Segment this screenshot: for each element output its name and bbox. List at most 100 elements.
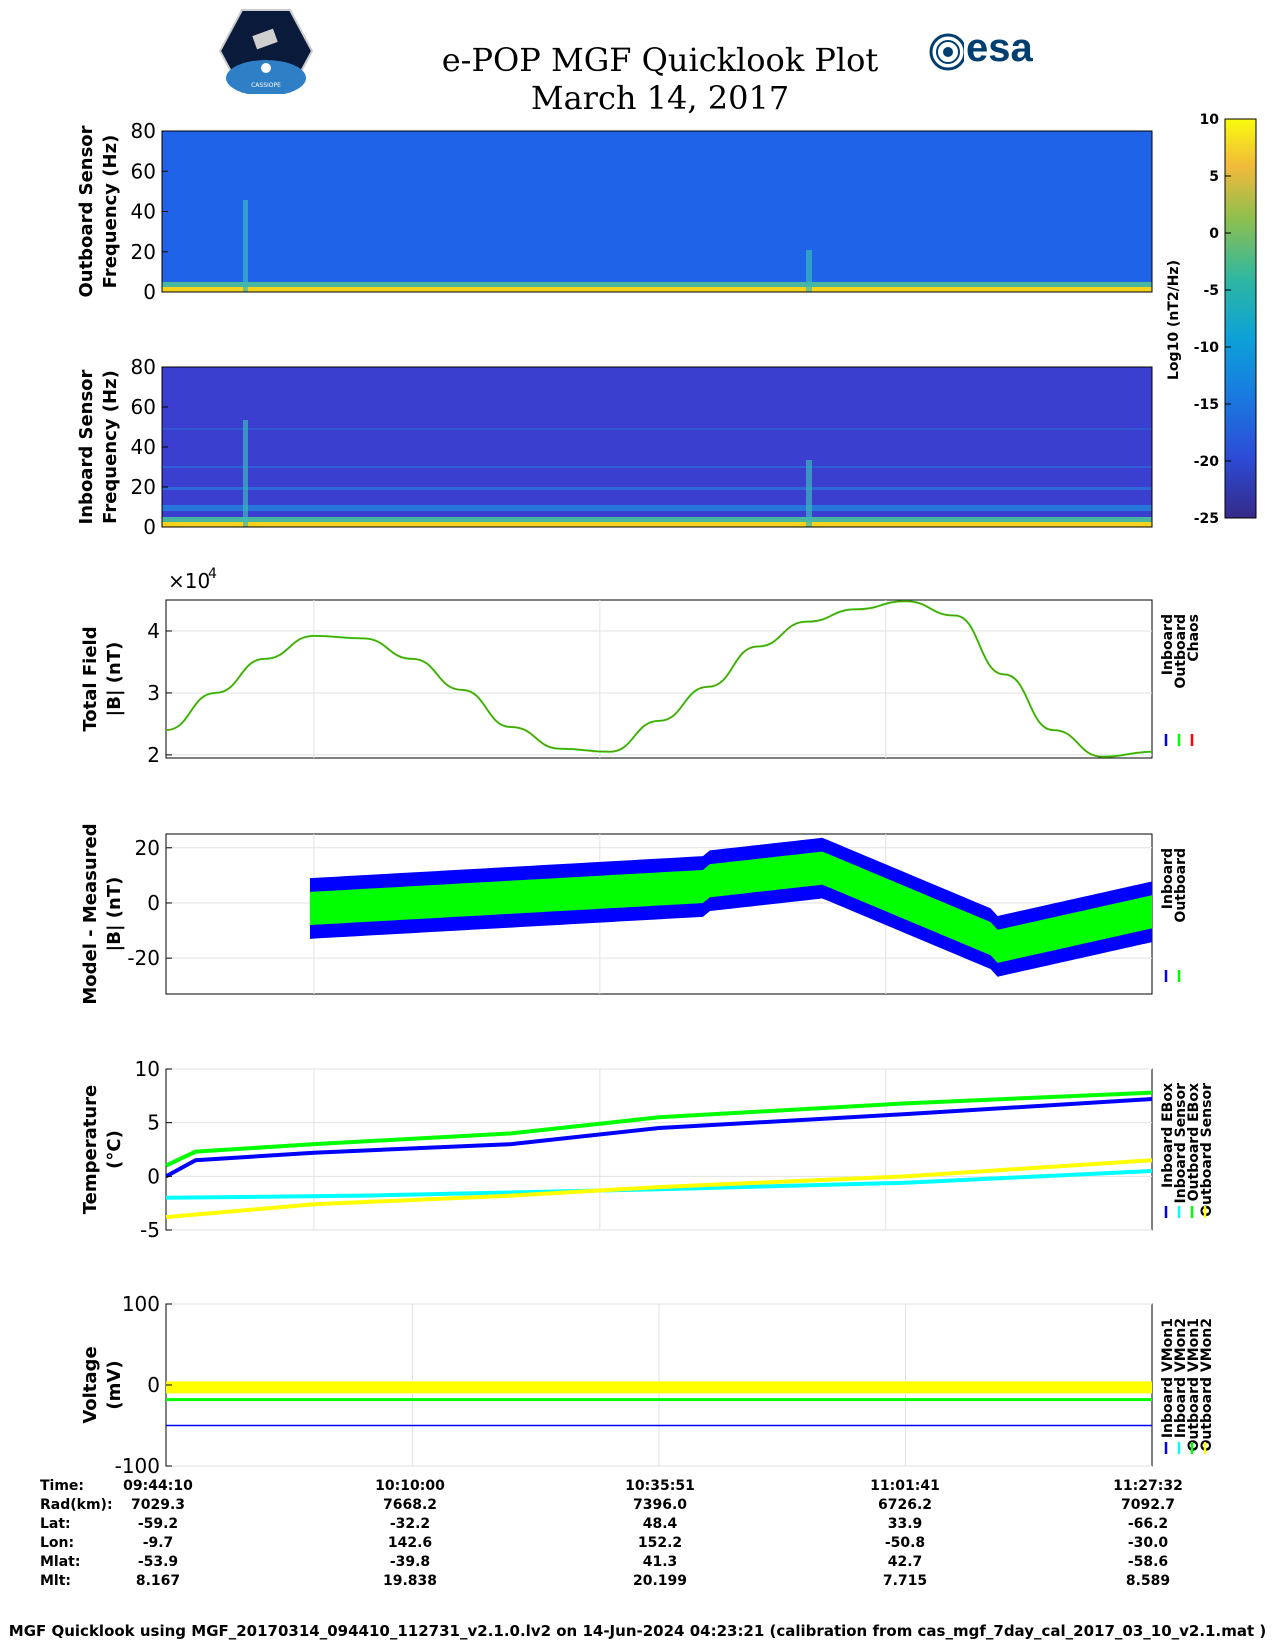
ephemeris-label: Mlat: bbox=[40, 1554, 81, 1570]
cassiope-logo: CASSIOPE bbox=[218, 8, 314, 96]
spectrogram-inboard-band-3 bbox=[162, 466, 1152, 468]
outboard-yticks: 0 20 40 60 80 bbox=[131, 119, 168, 304]
ytick-label: 80 bbox=[131, 355, 156, 379]
ephemeris-value: 7.715 bbox=[882, 1573, 928, 1589]
ytick-label: 20 bbox=[131, 240, 156, 264]
colorbar bbox=[1224, 118, 1257, 519]
ephemeris-value: 42.7 bbox=[887, 1554, 923, 1570]
ylabel-text: |B| (nT) bbox=[104, 642, 125, 717]
spectrogram-outboard-dc-band bbox=[162, 287, 1152, 292]
ytick-label: 10 bbox=[135, 1057, 160, 1081]
spectrogram-inboard-band-2 bbox=[162, 487, 1152, 490]
esa-logo-text: esa bbox=[966, 26, 1033, 70]
colorbar-label-text: Log10 (nT2/Hz) bbox=[1166, 260, 1182, 380]
ephemeris-value: -50.8 bbox=[884, 1535, 926, 1551]
colorbar-tick-label: -15 bbox=[1194, 397, 1219, 413]
legend-entry: Outboard Sensor bbox=[1199, 1083, 1215, 1217]
ephemeris-label: Lon: bbox=[40, 1535, 75, 1551]
ytick-label: 80 bbox=[131, 119, 156, 143]
ylabel-text: Voltage bbox=[80, 1346, 101, 1423]
ephemeris-label: Rad(km): bbox=[40, 1497, 113, 1513]
esa-logo: esa bbox=[928, 26, 1048, 74]
colorbar-tick-label: -25 bbox=[1194, 511, 1219, 527]
ylabel-text: |B| (nT) bbox=[104, 877, 125, 952]
temperature-yticks: -5 0 5 10 bbox=[135, 1057, 172, 1242]
legend-entry: Inboard Sensor bbox=[1173, 1083, 1189, 1204]
inboard-residual-band bbox=[309, 837, 1152, 977]
ytick-label: 100 bbox=[122, 1292, 160, 1316]
ytick-label: 2 bbox=[147, 743, 160, 767]
legend-entry: Inboard EBox bbox=[1160, 1083, 1176, 1188]
voltage-yticks: -100 0 100 bbox=[115, 1292, 172, 1478]
exponent-label: ×10 bbox=[168, 569, 210, 593]
legend-entry: Outboard bbox=[1173, 848, 1189, 923]
total-field-grid bbox=[166, 600, 1152, 758]
ephemeris-value: -53.9 bbox=[137, 1554, 179, 1570]
spectrogram-inboard bbox=[161, 366, 1153, 528]
ephemeris-value: 11:27:32 bbox=[1113, 1478, 1183, 1494]
colorbar-tick-label: -5 bbox=[1203, 283, 1219, 299]
spectrogram-inboard-spike-1 bbox=[243, 420, 248, 527]
ephemeris-value: -9.7 bbox=[142, 1535, 174, 1551]
outboard-residual-band bbox=[309, 851, 1152, 963]
ephemeris-value: 7396.0 bbox=[632, 1497, 688, 1513]
ephemeris-value: 48.4 bbox=[642, 1516, 678, 1532]
legend-entry: Inboard VMon1 bbox=[1160, 1318, 1176, 1438]
ephemeris-label: Mlt: bbox=[40, 1573, 72, 1589]
ytick-label: 3 bbox=[147, 681, 160, 705]
ytick-label: 20 bbox=[131, 475, 156, 499]
legend-entry: Inboard bbox=[1160, 614, 1176, 675]
ylabel-text: Outboard Sensor bbox=[76, 125, 97, 297]
ytick-label: -20 bbox=[127, 946, 160, 970]
spectrogram-inboard-spike-2 bbox=[806, 460, 812, 527]
ylabel-text: Frequency (Hz) bbox=[100, 370, 121, 524]
ephemeris-value: 11:01:41 bbox=[870, 1478, 940, 1494]
spectrogram-outboard-bg bbox=[162, 131, 1152, 292]
ephemeris-value: -58.6 bbox=[1127, 1554, 1169, 1570]
legend-entry: Chaos bbox=[1186, 614, 1202, 662]
ytick-label: 4 bbox=[147, 619, 160, 643]
colorbar-tick-label: 0 bbox=[1209, 226, 1219, 242]
ephemeris-value: 10:10:00 bbox=[375, 1478, 445, 1494]
temperature-series bbox=[165, 1090, 1153, 1220]
spectrogram-outboard-low-band bbox=[162, 282, 1152, 288]
ytick-label: 40 bbox=[131, 435, 156, 459]
legend-entry: Inboard bbox=[1160, 848, 1176, 909]
ephemeris-value: 6726.2 bbox=[877, 1497, 933, 1513]
ylabel-text: Model - Measured bbox=[80, 823, 101, 1004]
spectrogram-inboard-bg bbox=[162, 367, 1152, 527]
ephemeris-label: Time: bbox=[40, 1478, 85, 1494]
ytick-label: -100 bbox=[115, 1454, 160, 1478]
inboard-yticks: 0 20 40 60 80 bbox=[131, 355, 168, 539]
colorbar-ticks: 10 5 0 -5 -10 -15 -20 -25 bbox=[1194, 112, 1231, 527]
ephemeris-value: 142.6 bbox=[387, 1535, 433, 1551]
spectrogram-outboard-spike-1 bbox=[243, 200, 248, 292]
ephemeris-label: Lat: bbox=[40, 1516, 71, 1532]
ytick-label: 20 bbox=[135, 836, 160, 860]
ephemeris-value: 152.2 bbox=[637, 1535, 683, 1551]
temperature-ylabel: Temperature (°C) bbox=[80, 1085, 125, 1214]
ylabel-text: Temperature bbox=[80, 1085, 101, 1214]
colorbar-tick-label: -20 bbox=[1194, 454, 1220, 470]
ylabel-text: Frequency (Hz) bbox=[100, 135, 121, 289]
page-title: e-POP MGF Quicklook Plot bbox=[441, 41, 879, 79]
spectrogram-inboard-band-4 bbox=[162, 428, 1152, 430]
ephemeris-value: 8.167 bbox=[135, 1573, 181, 1589]
spectrogram-outboard bbox=[161, 130, 1153, 293]
spectrogram-inboard-low-band bbox=[162, 517, 1152, 523]
ephemeris-value: 10:35:51 bbox=[625, 1478, 695, 1494]
ytick-label: 0 bbox=[147, 1373, 160, 1397]
ephemeris-value: 19.838 bbox=[382, 1573, 438, 1589]
temperature-outboard-ebox bbox=[165, 1090, 1153, 1168]
temperature-inboard-sensor bbox=[165, 1168, 1153, 1200]
ephemeris-value: -30.0 bbox=[1127, 1535, 1169, 1551]
cassiope-logo-text: CASSIOPE bbox=[251, 82, 281, 89]
total-field-ylabel: Total Field |B| (nT) bbox=[80, 626, 125, 731]
page-subtitle: March 14, 2017 bbox=[530, 79, 790, 117]
legend-entry: Outboard bbox=[1173, 614, 1189, 689]
temperature-grid bbox=[166, 1068, 1152, 1231]
temperature-outboard-sensor bbox=[165, 1158, 1153, 1220]
ytick-label: 0 bbox=[143, 515, 156, 539]
